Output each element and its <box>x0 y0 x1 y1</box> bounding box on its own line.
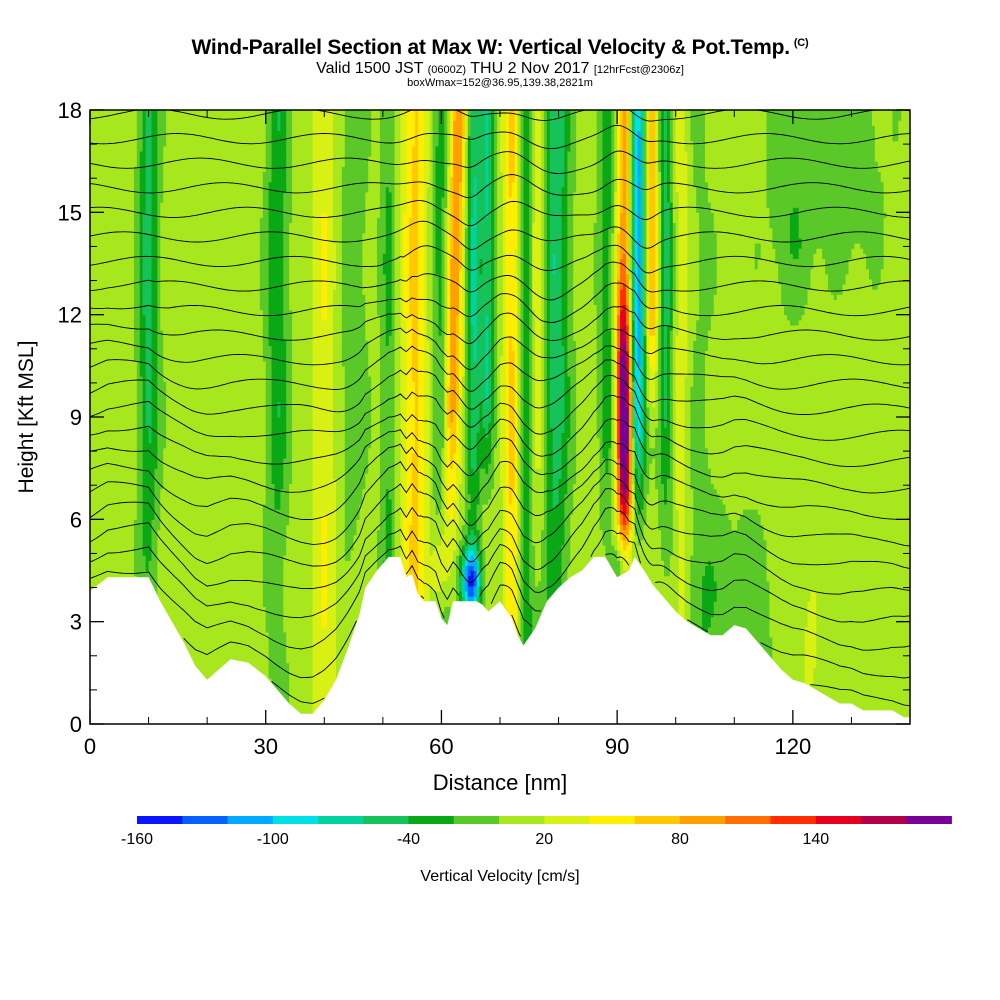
cross-section-chart: 0 30 60 90 1200369121518 Distance [nm] Heigh… <box>0 0 1000 1000</box>
